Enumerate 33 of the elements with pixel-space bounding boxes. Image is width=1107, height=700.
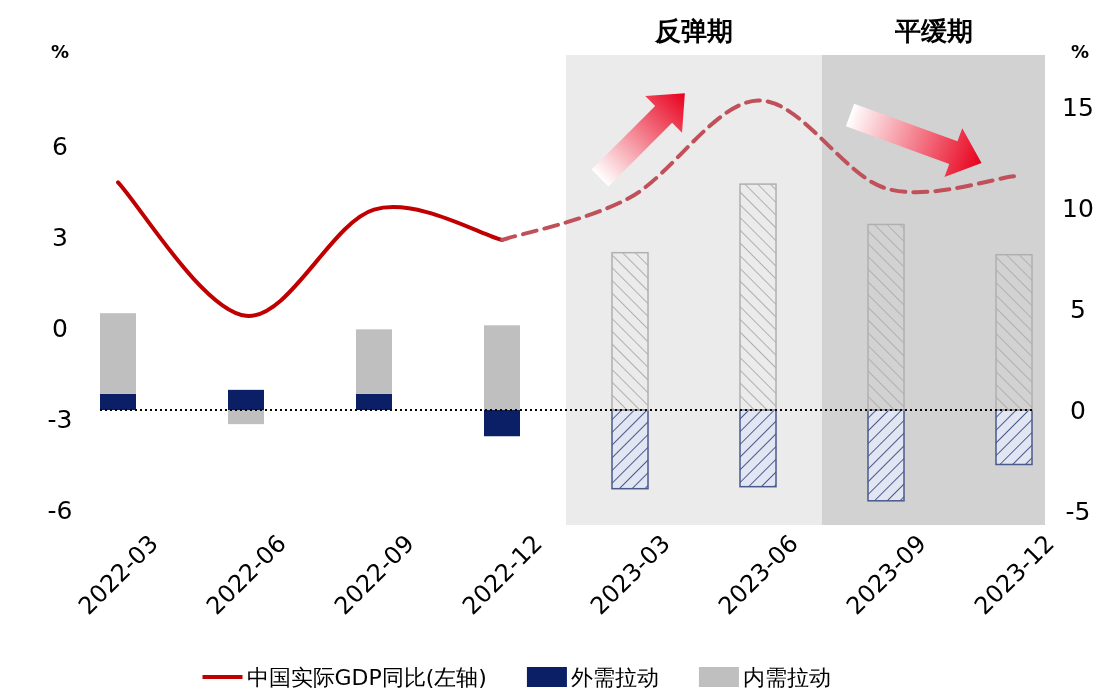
bar [356,393,392,411]
bar [739,183,777,411]
bar [995,253,1033,411]
legend-label: 中国实际GDP同比(左轴) [246,665,487,690]
bar [611,251,649,411]
y2-tick-label: 5 [1070,295,1086,325]
y2-tick-label: 0 [1070,396,1086,426]
y2-tick-label: 15 [1062,93,1094,123]
bar [867,409,905,502]
y-axis-title: % [50,41,70,62]
y-tick-label: 3 [52,222,68,252]
bar [995,409,1033,466]
y-tick-label: -3 [47,404,73,434]
bar [867,223,905,411]
y-tick-label: 6 [52,131,68,161]
bar [228,389,264,411]
bar [611,409,649,490]
bar [100,393,136,411]
bar [228,410,264,425]
bar [356,329,392,394]
legend-label: 内需拉动 [742,665,831,690]
y-tick-label: -6 [47,495,73,525]
y2-tick-label: 10 [1062,194,1094,224]
y2-tick-label: -5 [1065,496,1091,526]
bar [739,409,777,488]
y-tick-label: 0 [52,313,68,343]
y2-axis-title: % [1070,41,1090,62]
band-label: 反弹期 [654,16,733,46]
bar [100,313,136,394]
legend-label: 外需拉动 [570,665,659,690]
bar [484,410,520,437]
band-label: 平缓期 [893,16,973,46]
bar [484,325,520,411]
